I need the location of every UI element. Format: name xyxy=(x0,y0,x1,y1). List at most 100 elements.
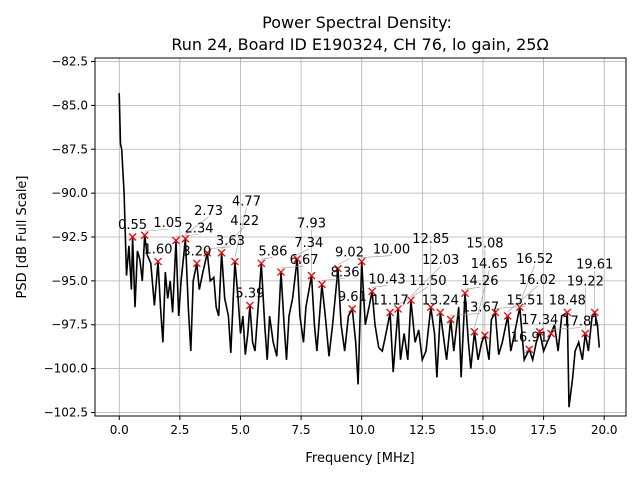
peak-label-leader xyxy=(261,257,273,260)
peak-label-leader xyxy=(280,265,305,269)
peak-label: 19.22 xyxy=(567,275,604,290)
peak-label: 16.02 xyxy=(519,273,556,288)
peak-marker-stroke xyxy=(181,234,190,243)
y-tick-label: −92.5 xyxy=(51,230,88,244)
peak-label: 18.48 xyxy=(549,294,586,309)
peak-label: 6.67 xyxy=(290,253,319,268)
peak-marker xyxy=(128,233,137,241)
peak-marker xyxy=(192,259,201,268)
peak-marker xyxy=(503,312,512,320)
peak-label-leader xyxy=(372,285,388,288)
peak-marker xyxy=(563,308,572,317)
peak-label: 19.61 xyxy=(576,258,613,273)
peak-marker xyxy=(480,331,489,340)
peak-label-leader xyxy=(321,278,346,281)
peak-marker xyxy=(515,303,524,312)
peak-marker xyxy=(368,287,377,296)
y-tick-label: −100.0 xyxy=(44,362,88,376)
x-tick-label: 15.0 xyxy=(470,423,497,437)
peak-label: 16.52 xyxy=(516,252,553,267)
peak-label: 14.26 xyxy=(461,274,498,289)
peak-label-leader xyxy=(185,216,209,235)
peak-marker-stroke xyxy=(172,236,180,245)
peak-marker-stroke xyxy=(406,296,415,305)
peak-marker xyxy=(317,280,326,289)
peak-marker-stroke xyxy=(140,231,149,240)
peak-marker-stroke xyxy=(581,329,590,338)
chart-title-line-1: Power Spectral Density: xyxy=(262,13,452,32)
peak-marker xyxy=(357,257,366,266)
x-axis-label: Frequency [MHz] xyxy=(305,451,414,466)
peak-label-leader xyxy=(337,258,350,265)
peak-marker xyxy=(386,308,395,317)
peak-label: 9.02 xyxy=(335,246,364,261)
peak-marker-stroke xyxy=(203,248,212,257)
peak-marker xyxy=(426,303,435,312)
peak-label: 4.77 xyxy=(232,195,261,210)
peak-marker xyxy=(436,308,445,317)
y-tick-label: −102.5 xyxy=(44,405,88,419)
peak-marker xyxy=(581,329,590,338)
peak-marker xyxy=(257,259,266,268)
peak-marker xyxy=(293,254,302,263)
x-tick-label: 12.5 xyxy=(409,423,436,437)
y-axis-label: PSD [dB Full Scale] xyxy=(15,175,30,298)
peak-marker-stroke xyxy=(446,315,455,324)
peak-marker-stroke xyxy=(386,308,395,317)
peak-label: 16.91 xyxy=(511,330,548,345)
peak-label-leader xyxy=(297,248,309,256)
peak-marker xyxy=(535,327,544,336)
peak-marker-stroke xyxy=(128,233,137,241)
peak-marker-stroke xyxy=(217,248,226,257)
chart-title-line-2: Run 24, Board ID E190324, CH 76, lo gain… xyxy=(171,35,548,54)
plot-area xyxy=(118,93,601,408)
peak-marker-stroke xyxy=(590,308,599,317)
peak-marker xyxy=(394,304,403,313)
peak-label: 10.00 xyxy=(373,243,410,258)
peak-marker-stroke xyxy=(277,268,285,277)
peak-label-leader xyxy=(175,234,200,237)
peak-marker-stroke xyxy=(503,312,512,320)
peak-label-leader xyxy=(464,286,480,290)
peak-marker xyxy=(348,304,357,313)
peak-label-leader xyxy=(397,286,429,306)
peak-label: 15.51 xyxy=(506,294,543,309)
y-tick-label: −95.0 xyxy=(51,274,88,288)
peak-marker xyxy=(406,296,415,305)
peak-label: 8.36 xyxy=(331,265,360,280)
peak-marker xyxy=(230,257,239,266)
peak-marker xyxy=(203,248,212,257)
peak-label: 13.24 xyxy=(422,294,459,309)
peak-label-leader xyxy=(495,306,526,309)
peak-marker xyxy=(154,257,163,266)
peak-label-leader xyxy=(410,265,441,297)
peak-labels: 0.55 1.05 1.60 2.34 2.73 3.20 3.63 4.22 4.77 5.39… xyxy=(118,195,613,346)
peak-marker xyxy=(491,308,500,317)
x-tick-label: 2.5 xyxy=(170,423,189,437)
peak-marker-stroke xyxy=(245,301,254,310)
peak-label-leader xyxy=(221,226,245,250)
x-tick-label: 10.0 xyxy=(348,423,375,437)
peak-label: 17.81 xyxy=(562,315,599,330)
peak-label: 13.67 xyxy=(462,301,499,316)
peak-label: 2.73 xyxy=(194,204,223,219)
peak-marker-stroke xyxy=(357,257,366,266)
peak-marker xyxy=(547,329,556,338)
peak-label: 7.93 xyxy=(297,217,326,232)
peak-marker xyxy=(181,234,190,243)
peak-marker xyxy=(525,345,534,354)
peak-marker xyxy=(461,289,469,298)
peak-marker-stroke xyxy=(348,304,357,313)
peak-label-leader xyxy=(474,269,490,328)
peak-label: 15.08 xyxy=(466,236,503,251)
peak-marker-stroke xyxy=(563,308,572,317)
peak-marker xyxy=(172,236,180,245)
peak-label: 11.17 xyxy=(371,294,408,309)
peak-label: 14.65 xyxy=(471,257,508,272)
y-tick-label: −97.5 xyxy=(51,318,88,332)
peak-marker-stroke xyxy=(368,287,377,296)
ticks: 0.0 2.5 5.0 7.5 10.0 12.5 15.0 17.5 20.0 −82.5 −85… xyxy=(44,55,618,437)
peak-marker xyxy=(590,308,599,317)
peak-marker-stroke xyxy=(394,304,403,313)
